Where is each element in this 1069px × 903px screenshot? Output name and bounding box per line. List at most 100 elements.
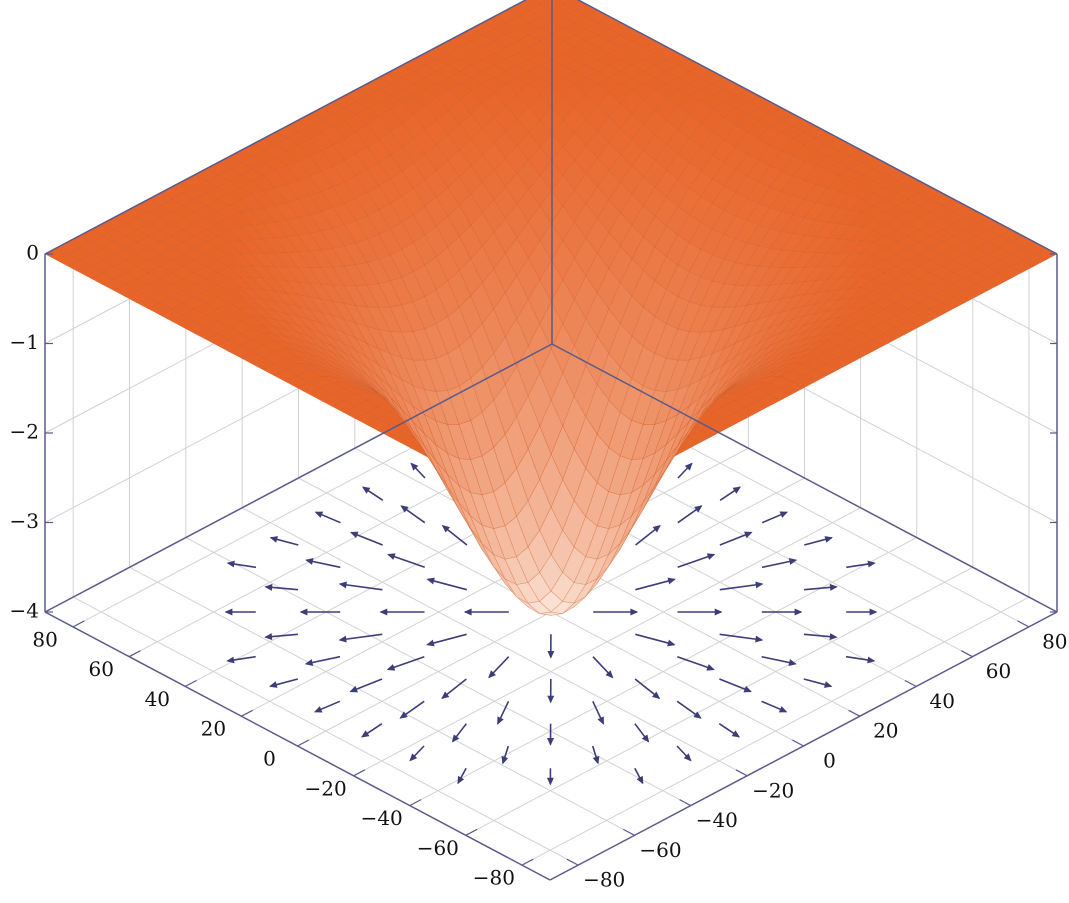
arrow-head <box>830 634 836 639</box>
x-tick <box>185 681 196 687</box>
vector-arrow <box>762 559 796 568</box>
arrow-head <box>548 778 553 784</box>
arrow-head <box>715 609 721 614</box>
vector-arrow <box>846 561 874 567</box>
arrow-head <box>340 582 346 587</box>
x-tick-label: −60 <box>417 836 459 860</box>
vector-arrow <box>226 609 256 614</box>
arrow-head <box>306 559 313 564</box>
arrow-head <box>266 585 272 590</box>
vector-arrow <box>363 487 383 500</box>
vector-arrow <box>388 554 424 567</box>
vector-arrow <box>677 746 691 761</box>
vector-arrow <box>635 768 643 783</box>
arrow-head <box>708 554 715 559</box>
surface-mesh <box>45 0 1057 615</box>
arrow-head <box>780 512 787 517</box>
y-tick <box>567 859 578 865</box>
vector-arrow <box>846 657 874 663</box>
z-tick-label: −3 <box>10 509 39 533</box>
vector-arrow <box>315 701 340 712</box>
vector-arrow <box>762 701 787 712</box>
vector-arrow <box>502 746 508 763</box>
vector-arrow <box>678 609 722 614</box>
arrow-head <box>668 578 675 583</box>
z-tick-label: 0 <box>26 241 39 265</box>
arrow-head <box>315 707 322 712</box>
arrow-head <box>789 660 796 665</box>
arrow-head <box>428 578 435 583</box>
arrow-head <box>780 707 787 712</box>
z-tick-label: −1 <box>10 330 39 354</box>
vector-arrow <box>306 559 340 568</box>
vector-arrow <box>458 768 466 783</box>
vector-arrow <box>804 537 831 545</box>
vector-arrow <box>635 578 674 590</box>
vector-arrow <box>411 464 425 479</box>
vector-arrow <box>677 701 701 718</box>
arrow-head <box>631 609 637 614</box>
vector-arrow <box>428 578 467 590</box>
vector-arrow <box>593 609 637 614</box>
vector-arrow <box>228 657 256 663</box>
arrow-head <box>388 554 395 559</box>
x-tick <box>298 740 309 746</box>
vector-arrow <box>678 506 702 523</box>
arrow-head <box>388 665 395 670</box>
arrow-head <box>868 561 874 566</box>
vector-arrow <box>548 724 553 745</box>
vector-arrow <box>489 657 509 678</box>
arrow-head <box>270 682 277 687</box>
vector-arrow <box>720 487 740 500</box>
arrow-head <box>381 609 387 614</box>
vector-arrow <box>271 537 299 545</box>
arrow-head <box>548 739 553 745</box>
vector-arrow <box>762 512 787 523</box>
y-tick <box>905 681 916 687</box>
arrow-head <box>362 731 369 737</box>
x-tick <box>241 710 252 716</box>
vector-arrow <box>270 679 298 687</box>
y-tick <box>792 740 803 746</box>
arrow-head <box>795 609 801 614</box>
arrow-head <box>266 634 272 639</box>
vector-arrow <box>635 634 674 646</box>
arrow-head <box>502 757 507 764</box>
y-tick-label: 20 <box>873 719 898 743</box>
x-tick <box>73 621 84 627</box>
y-tick-label: 40 <box>929 689 954 713</box>
arrow-head <box>868 657 874 662</box>
x-tick <box>466 829 477 835</box>
arrow-head <box>733 731 740 737</box>
y-tick <box>680 800 691 806</box>
y-tick <box>623 829 634 835</box>
arrow-head <box>306 660 313 665</box>
arrow-head <box>790 559 797 564</box>
vector-arrow <box>677 657 713 670</box>
arrow-head <box>707 665 714 670</box>
vector-arrow <box>804 679 831 687</box>
vector-arrow <box>465 609 509 614</box>
x-tick-label: −80 <box>473 866 515 890</box>
x-tick <box>522 859 533 865</box>
y-tick <box>736 770 747 776</box>
y-tick-label: 0 <box>823 749 836 773</box>
vector-arrow <box>635 724 649 742</box>
x-tick <box>410 800 421 806</box>
vector-arrow <box>804 634 836 639</box>
vector-arrow <box>443 526 467 545</box>
vector-arrow <box>548 679 553 702</box>
vector-arrow <box>427 634 466 646</box>
vector-arrow <box>316 512 341 523</box>
arrow-head <box>226 609 232 614</box>
arrow-head <box>316 512 323 517</box>
y-tick-label: −80 <box>583 868 625 892</box>
vector-arrow <box>593 746 599 763</box>
y-tick <box>849 710 860 716</box>
vector-arrow <box>306 657 340 666</box>
arrow-head <box>594 757 599 764</box>
y-tick-label: 60 <box>986 659 1011 683</box>
vector-arrow <box>498 701 509 724</box>
